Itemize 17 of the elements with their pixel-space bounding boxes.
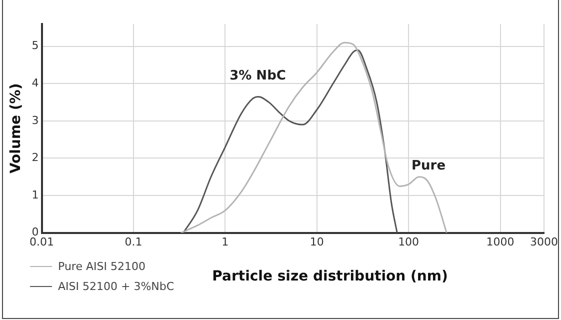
y-axis-title: Volume (%)	[8, 83, 24, 174]
y-tick-label: 5	[32, 39, 39, 52]
y-tick-label: 1	[32, 188, 39, 202]
y-tick-label: 4	[32, 76, 39, 90]
x-tick-label: 100	[398, 235, 420, 248]
x-tick-label: 3000	[530, 235, 558, 248]
legend-label: Pure AISI 52100	[58, 260, 146, 272]
x-tick-label: 1000	[486, 235, 514, 248]
annotation: 3% NbC	[230, 68, 286, 84]
annotation: Pure	[411, 158, 446, 174]
x-tick-label: 10	[310, 235, 324, 248]
y-tick-label: 3	[32, 114, 39, 127]
legend-label: AISI 52100 + 3%NbC	[58, 280, 174, 292]
y-tick-label: 2	[32, 151, 39, 164]
x-tick-label: 1	[222, 235, 229, 248]
x-tick-label: 0.1	[124, 235, 142, 248]
x-axis-title: Particle size distribution (nm)	[212, 268, 448, 285]
